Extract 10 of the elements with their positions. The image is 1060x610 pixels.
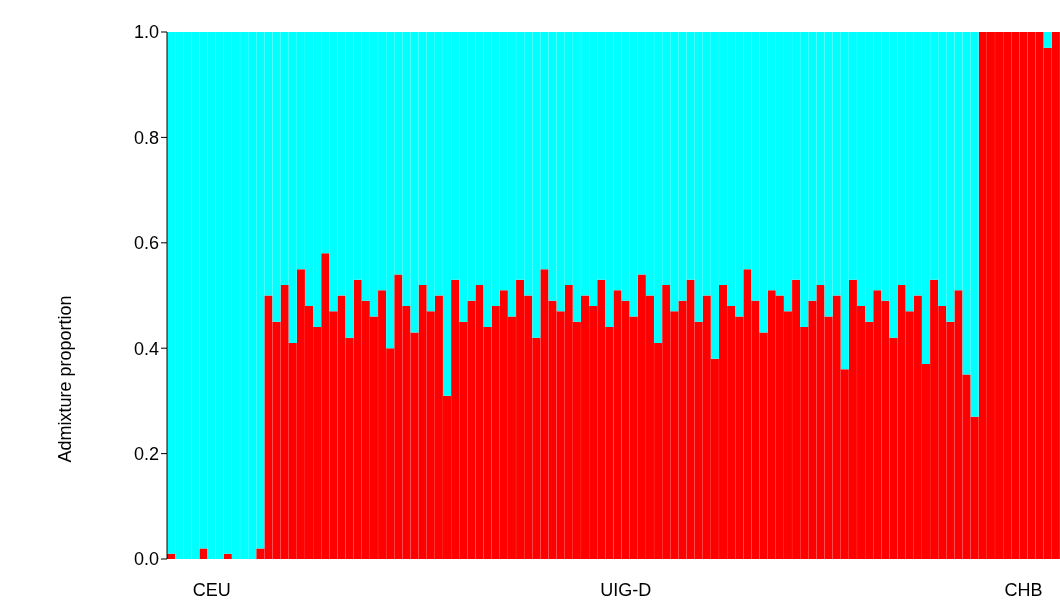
x-tick-label: CHB xyxy=(1004,579,1043,600)
y-tick-label: 0.6 xyxy=(133,233,159,254)
x-tick-label: CEU xyxy=(192,579,231,600)
y-tick-label: 0.8 xyxy=(133,127,159,148)
y-tick-label: 0.0 xyxy=(133,549,159,570)
y-tick-label: 0.2 xyxy=(133,443,159,464)
y-axis-title: Admixture proportion xyxy=(55,295,76,463)
x-tick-label: UIG-D xyxy=(600,579,652,600)
y-tick-label: 0.4 xyxy=(133,338,159,359)
y-tick-label: 1.0 xyxy=(133,22,159,43)
